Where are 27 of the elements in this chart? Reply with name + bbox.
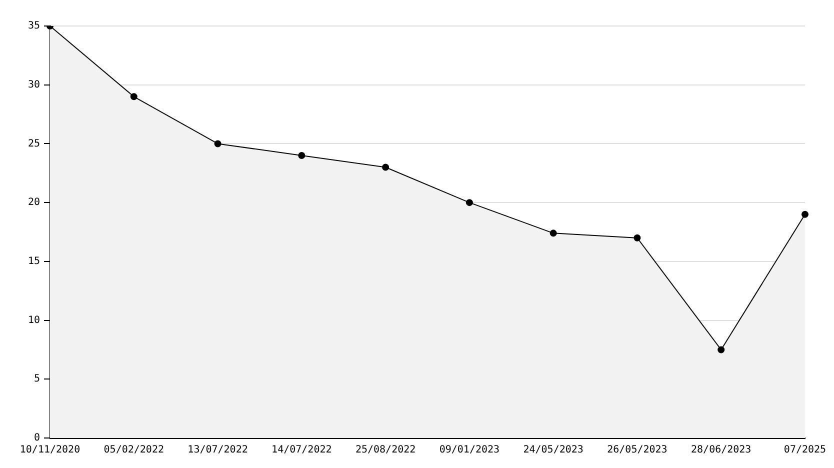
point xyxy=(634,234,641,242)
y-tick-label: 25 xyxy=(28,138,40,150)
point xyxy=(130,93,138,100)
y-tick-label: 30 xyxy=(28,79,40,90)
y-tick-label: 0 xyxy=(34,432,40,444)
y-tick-label: 15 xyxy=(28,256,40,268)
point xyxy=(550,230,557,237)
y-tick-label: 35 xyxy=(28,20,40,32)
point xyxy=(298,152,306,159)
point xyxy=(466,199,473,206)
point xyxy=(802,210,808,218)
y-tick-label: 10 xyxy=(28,314,40,326)
x-tick-label: 13/07/2022 xyxy=(188,444,248,456)
x-tick-label: 05/02/2022 xyxy=(104,444,164,456)
x-tick-label: 24/05/2023 xyxy=(523,444,584,456)
point xyxy=(718,346,725,354)
x-tick-label: 07/2025 xyxy=(784,444,826,456)
x-tick-label: 09/01/2023 xyxy=(439,444,500,456)
x-tick-label: 25/08/2022 xyxy=(355,444,416,456)
y-tick-label: 20 xyxy=(28,197,40,208)
x-tick-label: 10/11/2020 xyxy=(20,444,80,456)
y-tick-label: 5 xyxy=(34,374,40,385)
x-tick-label: 28/06/2023 xyxy=(691,444,752,456)
x-tick-label: 14/07/2022 xyxy=(272,444,332,456)
x-tick-label: 26/05/2023 xyxy=(607,444,668,456)
point xyxy=(214,140,222,148)
point xyxy=(382,164,390,171)
